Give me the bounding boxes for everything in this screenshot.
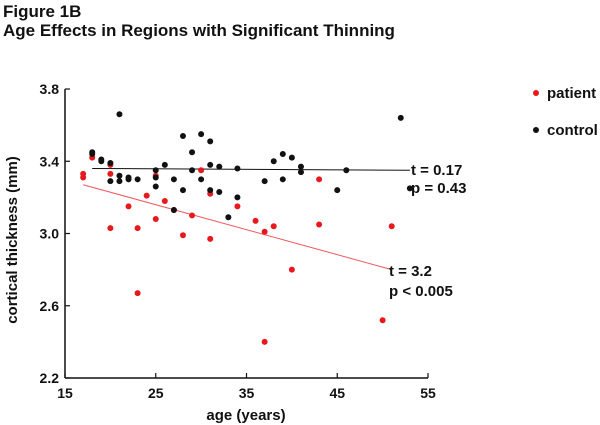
data-points xyxy=(80,111,413,345)
control-point xyxy=(207,138,214,145)
patient-point xyxy=(316,221,323,228)
patient-point xyxy=(261,338,268,345)
control-point xyxy=(343,167,350,174)
patient-point xyxy=(134,225,141,232)
patient-t-value: t = 3.2 xyxy=(389,263,432,280)
control-point xyxy=(216,188,223,195)
control-point xyxy=(107,160,114,167)
control-point xyxy=(207,161,214,168)
patient-point xyxy=(107,170,114,177)
control-point xyxy=(216,163,223,170)
patient-point xyxy=(261,228,268,235)
x-tick-label: 15 xyxy=(57,385,73,401)
control-point xyxy=(125,174,132,181)
y-tick-label: 3.0 xyxy=(40,226,60,242)
patient-point xyxy=(161,197,168,204)
patient-fit-line xyxy=(83,184,392,271)
control-point xyxy=(134,176,141,183)
patient-point xyxy=(388,223,395,230)
control-point xyxy=(207,187,214,194)
patient-point xyxy=(125,203,132,210)
patient-point xyxy=(234,203,241,210)
control-fit-line xyxy=(92,167,410,171)
control-point xyxy=(406,185,413,192)
patient-stats-annotation: t = 3.2 p < 0.005 xyxy=(389,263,453,300)
y-tick-label: 3.8 xyxy=(40,81,60,97)
control-point xyxy=(179,132,186,139)
control-point xyxy=(116,111,123,118)
patient-point xyxy=(179,232,186,239)
control-point xyxy=(334,187,341,194)
control-point xyxy=(297,169,304,176)
legend-label-patient: patient xyxy=(547,85,596,102)
legend-marker-control xyxy=(533,127,539,133)
figure-label: Figure 1B xyxy=(3,2,82,21)
legend-marker-patient xyxy=(533,90,539,96)
control-point xyxy=(116,172,123,179)
control-point xyxy=(152,174,159,181)
axis-ticks: 15 25 35 45 55 2.2 2.6 3.0 3.4 3.8 xyxy=(40,81,436,401)
x-tick-label: 25 xyxy=(148,385,164,401)
fit-lines xyxy=(83,167,410,271)
control-stats-annotation: t = 0.17 p = 0.43 xyxy=(411,162,466,197)
y-axis-title: cortical thickness (mm) xyxy=(4,156,21,324)
control-point xyxy=(198,176,205,183)
control-point xyxy=(89,149,96,156)
control-point xyxy=(189,149,196,156)
y-tick-label: 2.6 xyxy=(40,298,60,314)
control-point xyxy=(179,187,186,194)
patient-point xyxy=(134,290,141,297)
y-tick-label: 3.4 xyxy=(40,153,60,169)
patient-point xyxy=(316,176,323,183)
x-tick-label: 35 xyxy=(239,385,255,401)
control-point xyxy=(116,178,123,185)
control-point xyxy=(270,158,277,165)
patient-point xyxy=(270,223,277,230)
patient-point xyxy=(80,170,87,177)
patient-point xyxy=(288,266,295,273)
legend: patient control xyxy=(533,85,598,139)
x-tick-label: 45 xyxy=(329,385,345,401)
control-point xyxy=(297,163,304,170)
legend-label-control: control xyxy=(547,122,598,139)
control-point xyxy=(261,178,268,185)
control-point xyxy=(279,176,286,183)
patient-point xyxy=(152,216,159,223)
patient-point xyxy=(107,225,114,232)
control-point xyxy=(152,167,159,174)
control-p-value: p = 0.43 xyxy=(411,180,466,197)
control-point xyxy=(107,178,114,185)
y-tick-label: 2.2 xyxy=(40,370,60,386)
axes xyxy=(64,89,428,379)
control-point xyxy=(234,165,241,172)
control-point xyxy=(198,131,205,138)
x-tick-label: 55 xyxy=(420,385,436,401)
control-point xyxy=(234,194,241,201)
patient-point xyxy=(252,217,259,224)
control-point xyxy=(170,176,177,183)
control-t-value: t = 0.17 xyxy=(411,162,462,179)
patient-p-value: p < 0.005 xyxy=(389,283,453,300)
control-point xyxy=(170,207,177,214)
control-point xyxy=(397,114,404,121)
control-point xyxy=(161,161,168,168)
figure-title: Age Effects in Regions with Significant … xyxy=(3,21,395,40)
patient-point xyxy=(189,212,196,219)
patient-point xyxy=(379,317,386,324)
control-point xyxy=(279,151,286,158)
patient-point xyxy=(198,167,205,174)
control-point xyxy=(152,183,159,190)
patient-point xyxy=(207,235,214,242)
control-point xyxy=(189,167,196,174)
x-axis-title: age (years) xyxy=(206,407,285,424)
control-point xyxy=(225,214,232,221)
patient-point xyxy=(143,192,150,199)
control-point xyxy=(288,154,295,161)
control-point xyxy=(98,156,105,163)
